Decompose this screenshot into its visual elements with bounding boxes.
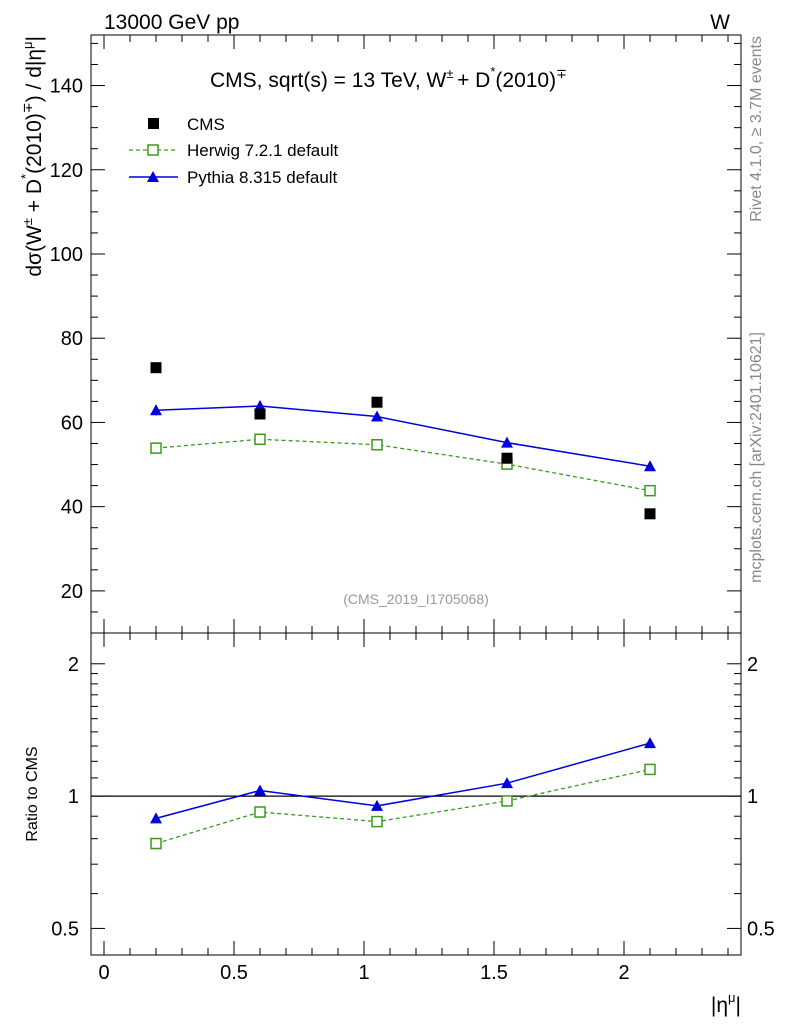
- x-label-part-a: |η: [711, 994, 728, 1017]
- ratio-pythia-point: [644, 737, 656, 749]
- ratio-herwig-point: [254, 806, 266, 818]
- ratio-y-tick-label: 1: [68, 786, 79, 808]
- y-label-part-f: ∓: [20, 102, 35, 113]
- ratio-herwig-point: [150, 837, 162, 850]
- legend-herwig-marker: [147, 144, 159, 156]
- main-y-tick-label: 60: [61, 412, 83, 434]
- ratio-y-tick-label-right: 2: [747, 654, 758, 676]
- ratio-panel-ticks: [91, 633, 741, 955]
- ratio-y-axis-label: Ratio to CMS: [24, 746, 41, 841]
- main-y-tick-label: 80: [61, 328, 83, 350]
- legend-herwig-label: Herwig 7.2.1 default: [187, 141, 338, 160]
- legend: CMS Herwig 7.2.1 default Pythia 8.315 de…: [129, 115, 338, 187]
- herwig-point: [150, 442, 162, 454]
- ratio-pythia-point: [254, 784, 266, 796]
- y-label-part-a: dσ(W: [23, 225, 46, 277]
- ratio-herwig-point: [371, 815, 383, 828]
- y-label-part-c: + D: [23, 179, 46, 218]
- chart-title-part-e: (2010): [495, 69, 556, 92]
- main-pythia-series: [150, 400, 656, 472]
- x-label-part-c: |: [736, 994, 741, 1017]
- y-label-part-d: *: [18, 174, 33, 179]
- cms-data-point: [501, 452, 513, 464]
- ratio-herwig-line: [155, 768, 651, 845]
- ratio-pythia-point: [150, 812, 162, 824]
- cms-data-point: [371, 396, 383, 408]
- main-panel-ticks: [91, 35, 741, 634]
- ratio-herwig-point: [501, 795, 513, 807]
- main-y-axis-label: dσ(W± + D*(2010)∓) / d|ημ|: [18, 36, 46, 277]
- pythia-line: [155, 405, 651, 467]
- herwig-point: [371, 439, 383, 451]
- herwig-point: [644, 484, 656, 497]
- chart-title: CMS, sqrt(s) = 13 TeV, W± + D*(2010)∓: [210, 64, 567, 92]
- ratio-panel-frame: [90, 632, 742, 956]
- legend-pythia-marker: [147, 171, 159, 182]
- chart-title-part-b: ±: [446, 66, 457, 81]
- pythia-point: [150, 404, 162, 416]
- ratio-y-tick-labels: 0.5 0.5 1 1 2 2: [51, 654, 775, 941]
- rivet-version-label: Rivet 4.1.0, ≥ 3.7M events: [748, 36, 765, 222]
- ratio-y-tick-label: 2: [68, 654, 79, 676]
- x-tick-label: 0: [98, 962, 109, 984]
- chart-title-part-d: *: [490, 64, 495, 79]
- chart-title-part-a: CMS, sqrt(s) = 13 TeV, W: [210, 69, 447, 92]
- ratio-y-tick-label-right: 1: [747, 786, 758, 808]
- cms-data-point: [150, 362, 162, 374]
- y-label-part-e: (2010): [23, 113, 46, 174]
- x-tick-label: 1: [358, 962, 369, 984]
- legend-cms-marker: [148, 118, 159, 129]
- x-tick-label: 1.5: [480, 962, 508, 984]
- ratio-y-tick-label: 0.5: [51, 918, 79, 940]
- header-right-label: W: [710, 11, 730, 34]
- y-label-part-h: μ: [20, 41, 35, 49]
- pythia-point: [501, 436, 513, 448]
- x-tick-label: 0.5: [220, 962, 248, 984]
- header-left-label: 13000 GeV pp: [104, 11, 239, 34]
- y-label-part-b: ±: [20, 218, 35, 225]
- main-y-tick-label: 140: [50, 76, 83, 98]
- main-y-tick-label: 100: [50, 244, 83, 266]
- main-y-tick-labels: 20 40 60 80 100 120 140: [50, 76, 83, 603]
- main-y-tick-label: 120: [50, 160, 83, 182]
- main-y-tick-label: 40: [61, 497, 83, 519]
- ratio-pythia-point: [501, 777, 513, 789]
- ratio-series: [91, 737, 741, 850]
- cms-data-point: [644, 508, 656, 520]
- chart-title-part-f: ∓: [556, 66, 567, 81]
- x-label-part-b: μ: [728, 990, 736, 1005]
- x-tick-label: 2: [618, 962, 629, 984]
- ratio-y-tick-label-right: 0.5: [747, 918, 775, 940]
- main-cms-series: [150, 362, 656, 520]
- legend-pythia-label: Pythia 8.315 default: [187, 168, 338, 187]
- legend-cms-label: CMS: [187, 115, 225, 134]
- cms-data-point: [254, 408, 266, 420]
- pythia-point: [254, 400, 266, 412]
- pythia-point: [371, 410, 383, 422]
- mcplots-label: mcplots.cern.ch [arXiv:2401.10621]: [748, 332, 765, 583]
- ratio-herwig-point: [644, 763, 656, 776]
- x-tick-labels: 0 0.5 1 1.5 2: [98, 962, 629, 984]
- y-label-part-g: ) / d|η: [23, 49, 46, 102]
- herwig-line: [155, 438, 651, 492]
- ratio-pythia-point: [371, 799, 383, 811]
- pythia-point: [644, 460, 656, 472]
- ratio-pythia-line: [155, 742, 651, 820]
- analysis-id-label: (CMS_2019_I1705068): [343, 591, 489, 607]
- y-label-part-i: |: [23, 36, 46, 41]
- chart-title-part-c: + D: [457, 69, 490, 92]
- herwig-point: [254, 433, 266, 446]
- main-y-tick-label: 20: [61, 581, 83, 603]
- main-herwig-series: [150, 433, 656, 497]
- x-axis-label: |ημ|: [711, 990, 741, 1017]
